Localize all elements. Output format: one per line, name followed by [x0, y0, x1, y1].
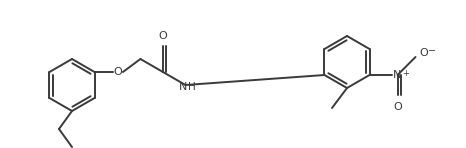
- Text: H: H: [188, 82, 196, 92]
- Text: O: O: [419, 48, 428, 58]
- Text: N: N: [179, 82, 188, 92]
- Text: −: −: [427, 46, 436, 56]
- Text: N: N: [393, 70, 402, 80]
- Text: O: O: [114, 67, 122, 77]
- Text: O: O: [158, 31, 167, 41]
- Text: +: +: [403, 70, 410, 78]
- Text: O: O: [393, 102, 402, 112]
